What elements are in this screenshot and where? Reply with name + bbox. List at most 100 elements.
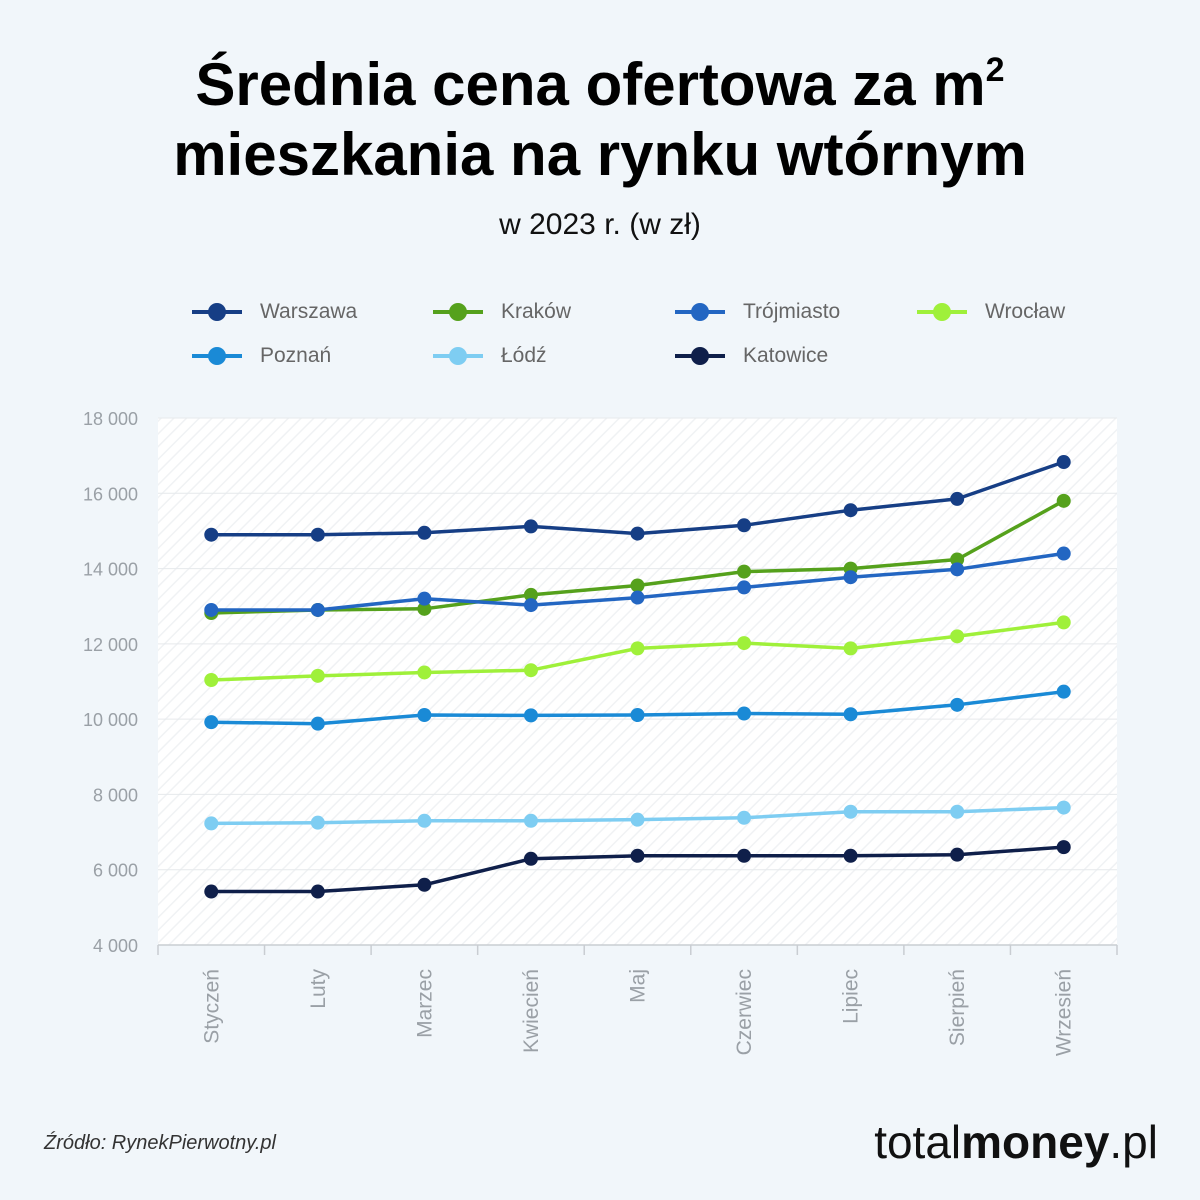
data-point <box>630 812 645 827</box>
data-point <box>1056 455 1071 470</box>
title-superscript: 2 <box>985 51 1005 89</box>
legend-dot <box>691 347 709 365</box>
legend-label: Wrocław <box>985 300 1066 323</box>
legend-swatch <box>675 303 725 321</box>
data-point <box>950 697 965 712</box>
legend-swatch <box>675 347 725 365</box>
data-point <box>204 602 219 617</box>
brand-logo: totalmoney.pl <box>874 1116 1158 1168</box>
data-point <box>950 847 965 862</box>
data-point <box>204 672 219 687</box>
legend-swatch <box>192 303 242 321</box>
line-chart: 4 000 6 000 8 000 10 000 12 000 14 000 16 000 1… <box>83 409 1118 1056</box>
y-tick-label: 18 000 <box>83 409 138 429</box>
data-point <box>1056 684 1071 699</box>
data-point <box>630 590 645 605</box>
series-wrocław <box>204 615 1071 687</box>
x-tick-label: Lipiec <box>840 969 863 1024</box>
data-point <box>843 848 858 863</box>
legend-dot <box>449 347 467 365</box>
source-note: Źródło: RynekPierwotny.pl <box>44 1132 276 1154</box>
data-point <box>630 708 645 723</box>
data-point <box>630 526 645 541</box>
data-point <box>310 716 325 731</box>
x-tick-label: Marzec <box>413 969 436 1038</box>
legend-dot <box>691 303 709 321</box>
series-łódź <box>204 800 1071 831</box>
legend-label: Warszawa <box>260 300 358 323</box>
data-point <box>843 804 858 819</box>
legend-dot <box>933 303 951 321</box>
y-tick-label: 12 000 <box>83 635 138 655</box>
legend-label: Łódź <box>501 344 547 367</box>
data-point <box>1056 615 1071 630</box>
plot-area <box>158 418 1117 945</box>
data-point <box>950 629 965 644</box>
legend-item: Warszawa <box>192 292 357 332</box>
legend: Warszawa Kraków Trójmiasto Wrocław Poznań Łód… <box>0 290 1200 380</box>
data-point <box>1056 546 1071 561</box>
data-point <box>843 570 858 585</box>
data-point <box>1056 800 1071 815</box>
x-tick-label: Luty <box>307 969 330 1009</box>
data-point <box>737 810 752 825</box>
chart-title: Średnia cena ofertowa za m2 mieszkania n… <box>0 50 1200 190</box>
data-point <box>1056 840 1071 855</box>
data-point <box>737 518 752 533</box>
data-point <box>523 663 538 678</box>
x-tick-label: Kwiecień <box>520 969 543 1053</box>
data-point <box>417 708 432 723</box>
data-point <box>950 491 965 506</box>
data-point <box>417 877 432 892</box>
data-point <box>1056 493 1071 508</box>
data-point <box>843 641 858 656</box>
y-tick-label: 14 000 <box>83 560 138 580</box>
data-point <box>204 884 219 899</box>
legend-label: Kraków <box>501 300 572 323</box>
data-point <box>417 813 432 828</box>
series-warszawa <box>204 455 1071 542</box>
data-point <box>310 668 325 683</box>
x-tick-label: Maj <box>627 969 650 1003</box>
data-point <box>310 815 325 830</box>
series-katowice <box>204 840 1071 899</box>
data-point <box>204 527 219 542</box>
y-tick-label: 16 000 <box>83 484 138 504</box>
legend-label: Poznań <box>260 344 332 367</box>
legend-swatch <box>917 303 967 321</box>
legend-dot <box>208 303 226 321</box>
data-point <box>737 848 752 863</box>
y-tick-label: 10 000 <box>83 710 138 730</box>
data-point <box>737 706 752 721</box>
data-point <box>523 587 538 602</box>
legend-label: Katowice <box>743 344 829 367</box>
data-point <box>737 564 752 579</box>
legend-item: Katowice <box>675 336 828 376</box>
legend-swatch <box>433 303 483 321</box>
data-point <box>417 601 432 616</box>
x-tick-label: Wrzesień <box>1053 969 1076 1056</box>
x-tick-label: Czerwiec <box>733 969 756 1055</box>
y-tick-label: 6 000 <box>93 861 138 881</box>
legend-item: Trójmiasto <box>675 292 840 332</box>
data-point <box>523 708 538 723</box>
legend-item: Wrocław <box>917 292 1065 332</box>
data-point <box>204 816 219 831</box>
data-point <box>523 519 538 534</box>
data-point <box>950 804 965 819</box>
legend-item: Kraków <box>433 292 571 332</box>
title-line-1: Średnia cena ofertowa za m2 <box>195 51 1005 118</box>
legend-item: Poznań <box>192 336 331 376</box>
data-point <box>523 813 538 828</box>
y-tick-label: 4 000 <box>93 936 138 956</box>
data-point <box>310 884 325 899</box>
data-point <box>523 598 538 613</box>
x-tick-label: Styczeń <box>200 969 223 1044</box>
chart-subtitle: w 2023 r. (w zł) <box>499 208 701 241</box>
legend-dot <box>449 303 467 321</box>
data-point <box>737 636 752 651</box>
data-point <box>843 707 858 722</box>
series-poznań <box>204 684 1071 731</box>
data-point <box>950 562 965 577</box>
data-point <box>310 602 325 617</box>
